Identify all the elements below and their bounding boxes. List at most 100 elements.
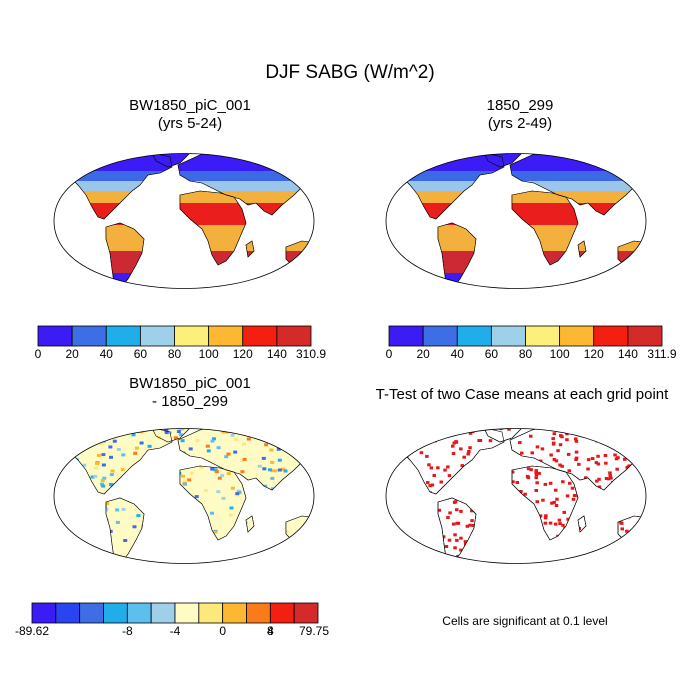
diff-cell [49,463,53,466]
colorbar-box [126,602,152,624]
sig-cell [396,561,400,564]
sig-cell [639,450,644,454]
diff-cell [284,437,289,441]
colorbar-box [388,325,424,347]
diff-cell [322,443,326,446]
diff-cell [187,420,191,423]
diff-cell [57,469,61,472]
diff-cell [120,468,125,472]
map-panel-difference [21,420,343,564]
sig-cell [518,441,522,445]
sig-cell [447,538,452,542]
sig-cell [628,566,632,569]
sig-cell [437,508,442,512]
diff-cell [26,533,30,536]
coastline [177,428,314,491]
colorbar-box [139,325,175,347]
map-panel-case1 [53,153,315,289]
sig-cell [609,557,614,561]
colorbar-tick-label: 100 [198,347,219,361]
sig-cell [488,439,493,443]
sig-cell [543,521,548,525]
colorbar-tick-label: 311.9 [647,347,677,361]
sig-cell [661,547,665,550]
coastline [179,465,247,541]
sig-cell [615,441,619,445]
diff-cell [62,549,64,553]
diff-cell [330,535,334,538]
sig-cell [444,545,449,548]
colorbar-tick-label: 120 [583,347,604,361]
diff-cell [21,448,25,451]
colorbar-box [222,602,247,624]
diff-cell [95,462,99,465]
sig-cell [570,486,575,490]
colorbar-tick-label: 100 [549,347,570,361]
sig-cell [551,437,555,441]
coastline [412,568,652,584]
sig-cell [397,428,401,429]
sig-cell [507,428,511,431]
sig-cell [375,432,379,435]
sig-cell [429,435,434,439]
diff-cell [331,462,335,465]
sig-cell [565,438,569,442]
sig-cell [534,469,538,473]
sig-cell [382,534,386,537]
sig-cell [357,494,361,497]
diff-cell [333,465,337,468]
diff-cell [292,541,297,545]
diff-cell [187,478,192,482]
sig-cell [368,567,372,570]
sig-cell [558,522,562,526]
sig-cell [432,474,436,477]
diff-cell [233,450,238,454]
diff-cell [21,509,25,512]
sig-cell [560,464,564,468]
sig-cell [582,419,586,422]
sig-cell [612,555,617,559]
sig-cell [608,474,612,478]
sig-cell [560,435,564,439]
diff-cell [276,447,281,451]
sig-cell [388,559,392,562]
sig-cell [655,551,659,554]
sig-cell [593,577,597,580]
colorbar-difference [31,602,319,624]
sig-cell [383,549,387,552]
sig-cell [498,418,502,421]
diff-cell [267,553,272,556]
sig-cell [357,535,361,538]
sig-cell [361,509,365,512]
diff-cell [80,428,85,430]
sig-cell [603,550,608,554]
diff-cell [32,423,36,426]
diff-cell [241,428,245,430]
sig-cell [453,546,457,550]
sig-cell [627,464,631,468]
diff-cell [49,470,53,473]
sig-cell [582,416,586,419]
sig-cell [534,476,538,480]
sig-cell [656,444,660,447]
diff-cell [50,494,54,497]
diff-cell [339,430,343,433]
sig-cell [551,574,555,577]
sig-cell [519,490,523,493]
coastline [437,222,477,289]
sig-cell [523,420,527,423]
diff-cell [212,437,216,441]
diff-cell [216,446,221,450]
diff-cell [246,437,251,441]
sig-cell [429,430,433,434]
diff-cell [46,546,50,549]
sig-cell [382,550,386,553]
diff-cell [288,562,293,564]
sig-cell [679,518,683,521]
sig-cell [439,480,443,484]
diff-cell [105,502,110,505]
diff-cell [206,421,210,424]
diff-cell [180,439,185,443]
sig-cell [651,565,655,568]
diff-cell [324,513,328,516]
